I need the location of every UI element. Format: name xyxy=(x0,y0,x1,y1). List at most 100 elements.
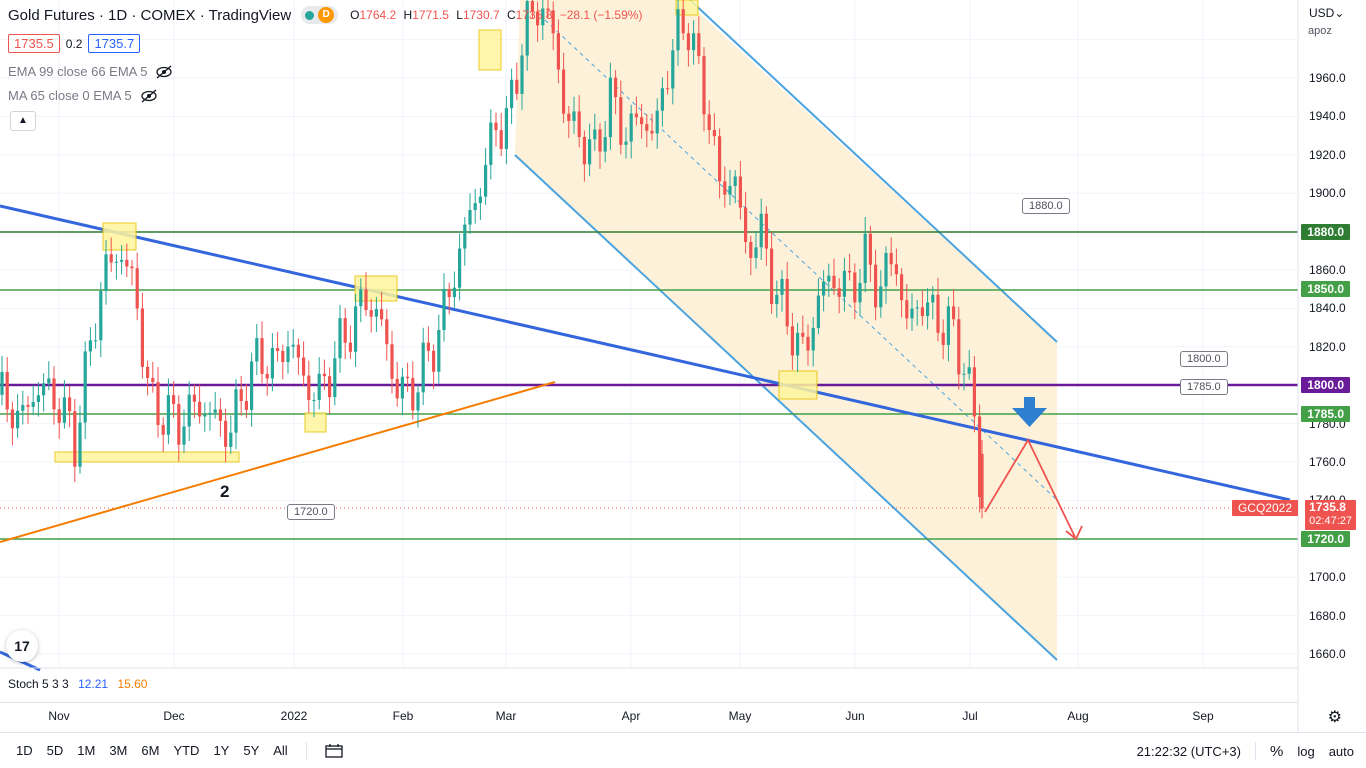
candle xyxy=(608,77,612,138)
candle xyxy=(686,33,690,51)
candle xyxy=(832,275,836,289)
candle xyxy=(666,88,670,90)
candle xyxy=(484,164,488,197)
eye-hidden-icon[interactable] xyxy=(140,89,158,103)
timeframe-1m[interactable]: 1M xyxy=(77,743,96,758)
candle xyxy=(109,254,113,263)
candle xyxy=(374,309,378,317)
candle xyxy=(780,278,784,295)
candle xyxy=(104,254,108,291)
sell-price-button[interactable]: 1735.5 xyxy=(8,34,60,53)
eye-hidden-icon[interactable] xyxy=(155,65,173,79)
price-axis-label: 1900.0 xyxy=(1309,186,1346,201)
candle xyxy=(26,404,30,407)
candle xyxy=(697,33,701,57)
indicator-row-2[interactable]: MA 65 close 0 EMA 5 xyxy=(8,88,158,103)
candle xyxy=(135,268,139,309)
callout-1800[interactable]: 1800.0 xyxy=(1180,351,1228,367)
auto-scale-button[interactable]: auto xyxy=(1328,743,1354,759)
candle xyxy=(957,319,961,375)
log-scale-button[interactable]: log xyxy=(1297,743,1315,759)
callout-1785[interactable]: 1785.0 xyxy=(1180,379,1228,395)
candle xyxy=(213,409,217,413)
currency-selector[interactable]: USD⌄ xyxy=(1309,6,1345,20)
market-status[interactable]: D xyxy=(301,6,339,24)
timeframe-6m[interactable]: 6M xyxy=(141,743,160,758)
candle xyxy=(848,270,852,273)
candle xyxy=(203,414,207,417)
candle xyxy=(140,308,144,367)
percent-scale-button[interactable]: % xyxy=(1269,742,1284,760)
candle xyxy=(411,378,415,411)
candle xyxy=(884,252,888,287)
date-range-icon[interactable] xyxy=(325,743,343,758)
highlight-box xyxy=(54,451,240,463)
candle xyxy=(146,366,150,379)
collapse-legend-button[interactable]: ▲ xyxy=(10,111,36,131)
candle xyxy=(291,344,295,347)
candle xyxy=(712,130,716,137)
callout-1720[interactable]: 1720.0 xyxy=(287,504,335,520)
candle xyxy=(946,306,950,345)
candle xyxy=(16,410,20,429)
candle xyxy=(504,108,508,149)
timeframe-5d[interactable]: 5D xyxy=(46,743,64,758)
candle xyxy=(629,113,633,142)
timeframe-ytd[interactable]: YTD xyxy=(173,743,200,758)
timeframe-5y[interactable]: 5Y xyxy=(243,743,260,758)
candle xyxy=(447,288,451,298)
timeframe-all[interactable]: All xyxy=(273,743,288,758)
bid-ask-row: 1735.5 0.2 1735.7 xyxy=(8,34,141,53)
gear-icon[interactable]: ⚙ xyxy=(1327,709,1342,726)
candle xyxy=(5,372,9,410)
candle xyxy=(546,8,550,11)
candle xyxy=(458,248,462,288)
candle xyxy=(931,294,935,303)
time-axis[interactable]: Nov Dec 2022 Feb Mar Apr May Jun Jul Aug… xyxy=(0,702,1298,730)
scale-mode[interactable]: apoz xyxy=(1308,25,1332,37)
indicator-row-1[interactable]: EMA 99 close 66 EMA 5 xyxy=(8,64,173,79)
candle xyxy=(380,309,384,320)
candle xyxy=(655,110,659,134)
candle xyxy=(47,378,51,384)
callout-1880[interactable]: 1880.0 xyxy=(1022,198,1070,214)
tradingview-logo[interactable]: 17 xyxy=(6,630,38,662)
candle xyxy=(198,401,202,417)
candle xyxy=(359,289,363,307)
timeframe-3m[interactable]: 3M xyxy=(109,743,128,758)
timeframe-1y[interactable]: 1Y xyxy=(213,743,230,758)
symbol-title[interactable]: Gold Futures · 1D · COMEX · TradingView xyxy=(8,6,292,24)
timeframe-1d[interactable]: 1D xyxy=(16,743,33,758)
candle xyxy=(634,113,638,118)
candle xyxy=(541,8,545,26)
candle xyxy=(452,287,456,298)
candle xyxy=(853,272,857,303)
candle xyxy=(0,372,4,395)
candle xyxy=(281,351,285,363)
candle xyxy=(796,332,800,356)
clock[interactable]: 21:22:32 (UTC+3) xyxy=(1136,743,1241,759)
candle xyxy=(764,213,768,249)
candle xyxy=(437,330,441,372)
buy-price-button[interactable]: 1735.7 xyxy=(88,34,141,53)
candle xyxy=(972,367,976,417)
indicator-label: EMA 99 close 66 EMA 5 xyxy=(8,64,148,79)
channel-lower-line xyxy=(514,154,1058,661)
candle xyxy=(775,294,779,305)
candle xyxy=(530,1,534,12)
candle xyxy=(671,50,675,89)
candle xyxy=(52,378,56,410)
candle xyxy=(364,289,368,311)
candle xyxy=(905,300,909,319)
indicator-label: MA 65 close 0 EMA 5 xyxy=(8,88,132,103)
candle xyxy=(62,397,66,423)
stoch-legend[interactable]: Stoch 5 3 3 12.21 15.60 xyxy=(8,677,148,691)
candle xyxy=(473,203,477,211)
candle xyxy=(536,11,540,26)
highlight-box xyxy=(102,222,137,251)
legend-header: Gold Futures · 1D · COMEX · TradingView … xyxy=(8,6,646,24)
candle xyxy=(619,97,623,145)
candle xyxy=(858,282,862,303)
price-axis-label: 1700.0 xyxy=(1309,570,1346,585)
